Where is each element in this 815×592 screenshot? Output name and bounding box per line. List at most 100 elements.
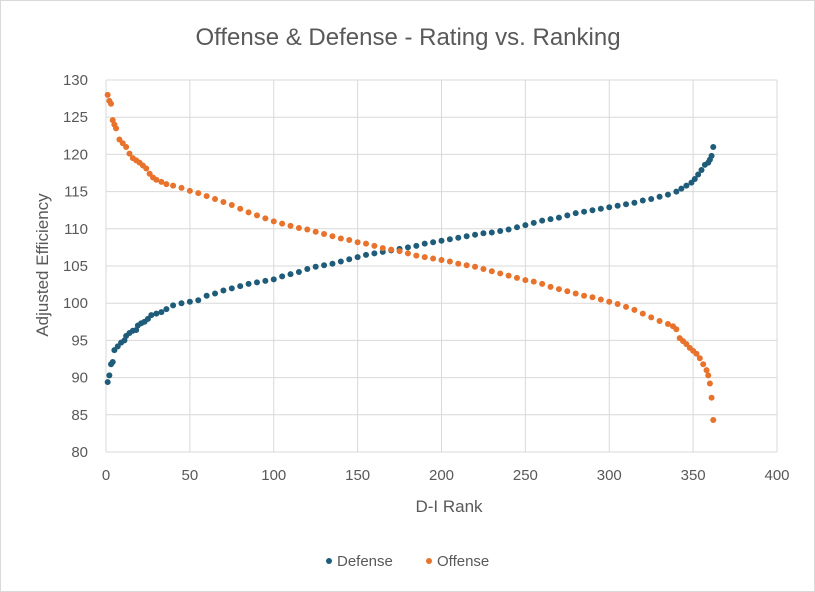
defense-point: [597, 205, 604, 212]
offense-point: [472, 263, 479, 270]
offense-point: [237, 205, 244, 212]
offense-point: [321, 231, 328, 238]
offense-point: [539, 280, 546, 287]
offense-point: [696, 355, 703, 362]
offense-point: [170, 182, 177, 189]
defense-point: [237, 283, 244, 290]
x-tick-label: 100: [261, 467, 286, 484]
offense-point: [108, 100, 115, 107]
defense-point: [228, 285, 235, 292]
defense-point: [589, 207, 596, 214]
offense-point: [295, 225, 302, 232]
offense-point: [371, 242, 378, 249]
y-axis-title: Adjusted Efficiency: [33, 193, 52, 337]
legend-label-offense: Offense: [437, 553, 489, 570]
defense-point: [430, 239, 437, 246]
offense-point: [564, 288, 571, 295]
offense-series: [104, 91, 717, 424]
defense-point: [547, 216, 554, 223]
offense-point: [312, 228, 319, 235]
offense-point: [513, 274, 520, 281]
offense-point: [413, 252, 420, 259]
x-tick-label: 200: [429, 467, 454, 484]
offense-point: [113, 125, 120, 132]
legend-item-defense[interactable]: Defense: [326, 553, 393, 570]
offense-point: [480, 265, 487, 272]
defense-point: [522, 222, 529, 229]
offense-point: [163, 181, 170, 188]
defense-point: [148, 312, 155, 319]
defense-point: [104, 379, 111, 386]
defense-point: [698, 167, 705, 174]
defense-point: [270, 276, 277, 283]
defense-point: [678, 185, 685, 192]
defense-point: [371, 250, 378, 257]
defense-point: [631, 199, 638, 206]
offense-point: [270, 218, 277, 225]
legend-label-defense: Defense: [337, 553, 393, 570]
offense-point: [522, 277, 529, 284]
offense-point: [143, 165, 150, 172]
defense-point: [606, 204, 613, 211]
offense-point: [104, 91, 111, 98]
x-tick-label: 0: [102, 467, 110, 484]
defense-point: [639, 197, 646, 204]
data-series: [104, 91, 717, 424]
defense-point: [163, 306, 170, 313]
defense-point: [446, 236, 453, 243]
y-tick-label: 130: [63, 72, 88, 89]
offense-point: [700, 361, 707, 368]
offense-point: [664, 321, 671, 328]
offense-point: [203, 193, 210, 200]
y-tick-label: 85: [71, 407, 88, 424]
x-axis-title: D-I Rank: [415, 497, 483, 516]
offense-point: [505, 272, 512, 279]
defense-point: [413, 242, 420, 249]
offense-point: [547, 283, 554, 290]
offense-point: [337, 235, 344, 242]
offense-point: [710, 417, 717, 424]
offense-point: [228, 201, 235, 208]
defense-point: [212, 290, 219, 297]
legend-item-offense[interactable]: Offense: [426, 553, 489, 570]
offense-point: [304, 226, 311, 233]
offense-point: [329, 233, 336, 240]
y-tick-label: 120: [63, 146, 88, 163]
y-tick-label: 115: [64, 184, 88, 201]
offense-point: [421, 254, 428, 261]
offense-point: [673, 326, 680, 333]
defense-point: [109, 358, 116, 365]
offense-point: [287, 222, 294, 229]
offense-point: [606, 298, 613, 305]
legend[interactable]: Defense Offense: [326, 553, 489, 570]
offense-point: [396, 248, 403, 255]
defense-point: [337, 258, 344, 265]
offense-point: [488, 268, 495, 275]
offense-point: [123, 143, 130, 150]
defense-point: [708, 152, 715, 159]
offense-point: [446, 258, 453, 265]
defense-point: [287, 271, 294, 278]
offense-point: [186, 187, 193, 194]
defense-point: [463, 233, 470, 240]
defense-point: [455, 234, 462, 241]
offense-point: [693, 350, 700, 357]
offense-point: [648, 314, 655, 321]
chart-title: Offense & Defense - Rating vs. Ranking: [195, 24, 620, 51]
defense-point: [170, 302, 177, 309]
y-tick-label: 95: [71, 332, 88, 349]
offense-point: [639, 310, 646, 317]
x-tick-label: 400: [764, 467, 789, 484]
offense-point: [581, 292, 588, 299]
defense-point: [253, 279, 260, 286]
offense-point: [597, 296, 604, 303]
offense-point: [363, 240, 370, 247]
defense-point: [691, 175, 698, 182]
x-tick-label: 250: [513, 467, 538, 484]
legend-marker-offense: [426, 558, 432, 564]
offense-point: [430, 255, 437, 262]
y-tick-label: 90: [71, 370, 88, 387]
defense-point: [245, 280, 252, 287]
y-tick-label: 80: [71, 444, 88, 461]
